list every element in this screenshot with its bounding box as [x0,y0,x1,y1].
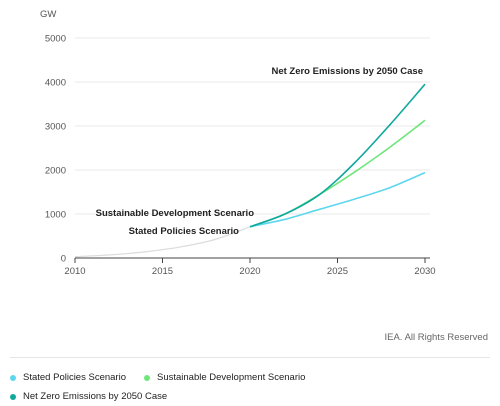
legend-item-sustainable-development[interactable]: Sustainable Development Scenario [143,372,306,383]
series-line-sustainable-development [249,119,426,228]
annotation-stated-policies: Stated Policies Scenario [129,226,240,237]
legend-dot-icon [10,374,16,381]
annotation-net-zero: Net Zero Emissions by 2050 Case [271,66,423,77]
y-tick-label: 0 [61,254,66,265]
x-tick-label: 2015 [152,266,173,277]
legend-dot-icon [143,374,150,381]
legend-item-stated-policies[interactable]: Stated Policies Scenario [10,372,126,383]
legend-item-net-zero[interactable]: Net Zero Emissions by 2050 Case [10,391,167,402]
annotation-sustainable-development: Sustainable Development Scenario [96,208,255,219]
y-tick-label: 5000 [45,34,66,45]
y-tick-label: 2000 [45,166,66,177]
y-axis-unit-label: GW [40,9,56,20]
legend-divider [10,357,490,358]
x-tick-label: 2010 [64,266,85,277]
legend-dot-icon [10,393,16,400]
x-tick-label: 2030 [414,266,435,277]
line-chart: GW 0 1000 2000 3000 4000 5000 2010 2015 2020 2025 2… [40,9,436,277]
series-line-historical [74,226,251,258]
x-tick-label: 2020 [239,266,260,277]
credit-text: IEA. All Rights Reserved [384,332,489,343]
legend-label: Net Zero Emissions by 2050 Case [23,391,168,402]
legend-label: Sustainable Development Scenario [156,372,306,383]
legend-label: Stated Policies Scenario [23,372,126,383]
y-tick-label: 1000 [45,210,66,221]
y-tick-label: 3000 [45,122,66,133]
legend: Stated Policies Scenario Sustainable Dev… [10,368,323,406]
x-tick-label: 2025 [327,266,348,277]
series-line-stated-policies [249,171,426,228]
series-line-net-zero [249,83,426,228]
y-tick-label: 4000 [45,78,66,89]
